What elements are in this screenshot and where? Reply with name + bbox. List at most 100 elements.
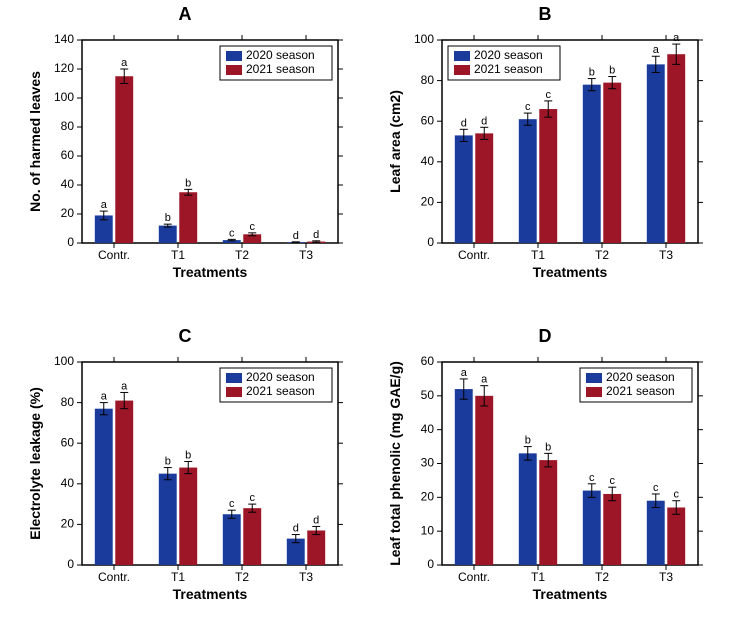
bar-sig-label: c — [525, 101, 531, 113]
x-tick-label: Contr. — [98, 248, 130, 262]
bar-sig-label: b — [589, 67, 595, 79]
bar-s1 — [223, 514, 241, 565]
x-axis-label: Treatments — [533, 264, 608, 280]
svg-text:0: 0 — [67, 235, 74, 249]
svg-text:20: 20 — [421, 195, 435, 209]
svg-text:10: 10 — [421, 523, 435, 537]
svg-text:60: 60 — [61, 148, 75, 162]
bar-sig-label: c — [229, 227, 235, 239]
bar-sig-label: c — [229, 498, 235, 510]
y-axis-label: Leaf total phenolic (mg GAE/g) — [387, 361, 403, 566]
bar-sig-label: d — [313, 514, 319, 526]
bar-sig-label: c — [653, 482, 659, 494]
x-tick-label: Contr. — [458, 248, 490, 262]
legend-swatch-s2 — [226, 65, 242, 75]
bar-sig-label: b — [609, 65, 615, 77]
svg-text:0: 0 — [427, 235, 434, 249]
svg-text:40: 40 — [61, 476, 75, 490]
svg-text:20: 20 — [421, 490, 435, 504]
panel-title: B — [380, 4, 710, 25]
x-tick-label: T2 — [595, 570, 609, 584]
legend-label-s1: 2020 season — [246, 370, 315, 384]
bar-sig-label: b — [165, 456, 171, 468]
svg-text:60: 60 — [421, 113, 435, 127]
svg-text:0: 0 — [427, 557, 434, 571]
bar-s1 — [519, 453, 537, 565]
bar-s2 — [115, 76, 133, 243]
legend-swatch-s1 — [226, 51, 242, 61]
bar-s1 — [519, 119, 537, 243]
legend-label-s2: 2021 season — [246, 384, 315, 398]
chart-c: 020406080100Electrolyte leakage (%)Contr… — [20, 350, 350, 615]
figure-grid: { "colors": { "series1": "#1b3b9c", "ser… — [0, 0, 735, 643]
bar-sig-label: a — [121, 57, 128, 69]
bar-sig-label: c — [589, 472, 595, 484]
bar-s2 — [539, 109, 557, 243]
svg-text:40: 40 — [421, 154, 435, 168]
svg-text:120: 120 — [54, 61, 74, 75]
bar-sig-label: c — [249, 221, 255, 233]
y-axis-label: No. of harmed leaves — [27, 71, 43, 212]
legend-swatch-s2 — [586, 387, 602, 397]
bar-sig-label: a — [653, 44, 660, 56]
bar-s1 — [455, 135, 473, 243]
svg-text:20: 20 — [61, 206, 75, 220]
svg-text:60: 60 — [421, 354, 435, 368]
x-tick-label: T2 — [595, 248, 609, 262]
bar-s2 — [179, 192, 197, 243]
chart-d: 0102030405060Leaf total phenolic (mg GAE… — [380, 350, 710, 615]
bar-sig-label: d — [293, 230, 299, 242]
svg-text:80: 80 — [421, 73, 435, 87]
svg-text:100: 100 — [54, 90, 74, 104]
bar-s1 — [95, 409, 113, 565]
bar-sig-label: d — [461, 117, 467, 129]
panel-b: B020406080100Leaf area (cm2)Contr.ddT1cc… — [380, 28, 710, 293]
bar-s2 — [603, 494, 621, 565]
svg-text:100: 100 — [414, 32, 434, 46]
x-tick-label: Contr. — [458, 570, 490, 584]
legend-swatch-s1 — [226, 373, 242, 383]
svg-text:50: 50 — [421, 388, 435, 402]
bar-s2 — [603, 83, 621, 243]
bar-s2 — [667, 54, 685, 243]
panel-title: C — [20, 326, 350, 347]
bar-sig-label: c — [249, 492, 255, 504]
x-axis-label: Treatments — [533, 586, 608, 602]
bar-sig-label: b — [545, 441, 551, 453]
bar-s2 — [475, 396, 493, 565]
bar-s2 — [243, 508, 261, 565]
svg-text:100: 100 — [54, 354, 74, 368]
bar-sig-label: b — [185, 177, 191, 189]
x-axis-label: Treatments — [173, 264, 248, 280]
svg-text:140: 140 — [54, 32, 74, 46]
bar-sig-label: a — [121, 380, 128, 392]
svg-text:30: 30 — [421, 456, 435, 470]
x-tick-label: Contr. — [98, 570, 130, 584]
bar-s2 — [115, 401, 133, 565]
x-tick-label: T1 — [171, 248, 185, 262]
bar-sig-label: c — [609, 475, 615, 487]
svg-text:60: 60 — [61, 435, 75, 449]
panel-d: D0102030405060Leaf total phenolic (mg GA… — [380, 350, 710, 615]
x-tick-label: T3 — [659, 248, 673, 262]
panel-title: A — [20, 4, 350, 25]
x-tick-label: T2 — [235, 570, 249, 584]
bar-s2 — [667, 507, 685, 565]
legend-swatch-s2 — [454, 65, 470, 75]
bar-sig-label: b — [165, 212, 171, 224]
bar-sig-label: b — [525, 435, 531, 447]
y-axis-label: Electrolyte leakage (%) — [27, 387, 43, 540]
legend-label-s1: 2020 season — [474, 48, 543, 62]
svg-text:0: 0 — [67, 557, 74, 571]
legend-swatch-s2 — [226, 387, 242, 397]
legend-swatch-s1 — [586, 373, 602, 383]
x-tick-label: T1 — [531, 570, 545, 584]
svg-text:80: 80 — [61, 119, 75, 133]
bar-s1 — [647, 64, 665, 243]
bar-sig-label: a — [101, 199, 108, 211]
y-axis-label: Leaf area (cm2) — [387, 90, 403, 193]
bar-sig-label: b — [185, 449, 191, 461]
svg-text:40: 40 — [61, 177, 75, 191]
panel-c: C020406080100Electrolyte leakage (%)Cont… — [20, 350, 350, 615]
x-axis-label: Treatments — [173, 586, 248, 602]
